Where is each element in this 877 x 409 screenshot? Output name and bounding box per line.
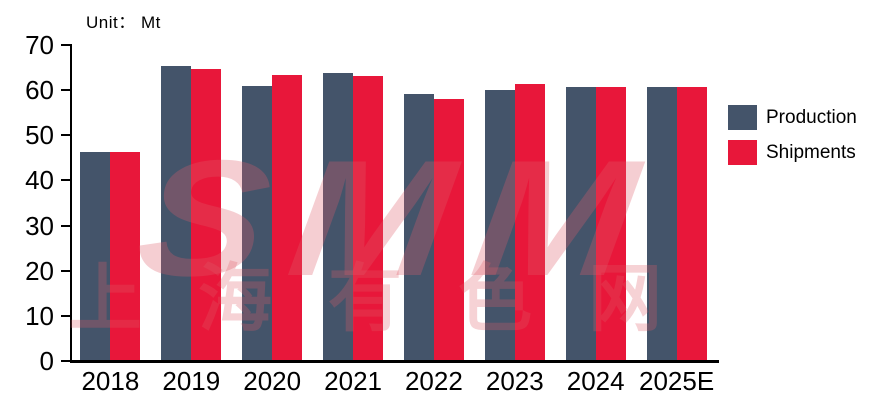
y-axis-tick-label: 70 <box>25 30 54 60</box>
bar-shipments-2024 <box>595 86 626 361</box>
x-axis-line <box>70 360 719 363</box>
y-axis-tick-label: 30 <box>25 210 54 241</box>
unit-label: Unit： Mt <box>86 13 161 32</box>
y-axis-tick-label: 40 <box>25 165 54 196</box>
bar-production-2021 <box>323 73 354 361</box>
y-axis-tick-label: 0 <box>39 346 54 376</box>
y-axis-tick <box>61 269 70 272</box>
y-axis-tick-label: 20 <box>25 255 54 286</box>
bar-shipments-2020 <box>272 74 303 361</box>
y-axis-tick <box>61 360 70 362</box>
x-axis-label-2021: 2021 <box>324 366 383 396</box>
bar-shipments-2023 <box>514 83 545 361</box>
bar-production-2020 <box>242 86 273 361</box>
bar-shipments-2018 <box>110 152 141 361</box>
bar-production-2018 <box>80 152 111 361</box>
y-axis-line <box>70 44 72 363</box>
y-axis-tick <box>61 314 70 317</box>
bar-shipments-2025E <box>676 86 707 361</box>
legend-swatch-shipments <box>728 140 757 165</box>
y-axis-tick-label: 60 <box>25 75 54 106</box>
y-axis-tick-label: 50 <box>25 120 54 151</box>
x-axis-label-2019: 2019 <box>162 366 221 396</box>
bar-production-2023 <box>484 90 515 361</box>
legend-item-shipments: Shipments <box>728 135 857 170</box>
y-axis-tick <box>61 89 70 92</box>
y-axis-tick <box>61 224 70 227</box>
legend-label-production: Production <box>766 106 857 128</box>
x-axis-label-2024: 2024 <box>566 366 625 396</box>
legend: Production Shipments <box>728 100 857 170</box>
bar-production-2022 <box>403 93 434 361</box>
bar-production-2019 <box>161 65 192 361</box>
x-axis-label-2018: 2018 <box>81 366 140 396</box>
y-axis-tick <box>61 179 70 182</box>
y-axis-tick-label: 10 <box>25 300 54 331</box>
legend-label-shipments: Shipments <box>766 141 856 163</box>
bar-production-2025E <box>646 86 677 361</box>
x-axis-label-2022: 2022 <box>404 366 463 396</box>
bar-shipments-2021 <box>353 75 384 361</box>
legend-swatch-production <box>728 105 757 130</box>
bar-shipments-2019 <box>191 68 222 361</box>
y-axis-tick <box>61 44 70 46</box>
x-axis-label-2025E: 2025E <box>639 366 715 396</box>
bar-production-2024 <box>565 87 596 361</box>
legend-item-production: Production <box>728 100 857 135</box>
x-axis-label-2023: 2023 <box>485 366 544 396</box>
x-axis-label-2020: 2020 <box>243 366 302 396</box>
y-axis-tick <box>61 134 70 137</box>
bar-shipments-2022 <box>433 99 464 361</box>
